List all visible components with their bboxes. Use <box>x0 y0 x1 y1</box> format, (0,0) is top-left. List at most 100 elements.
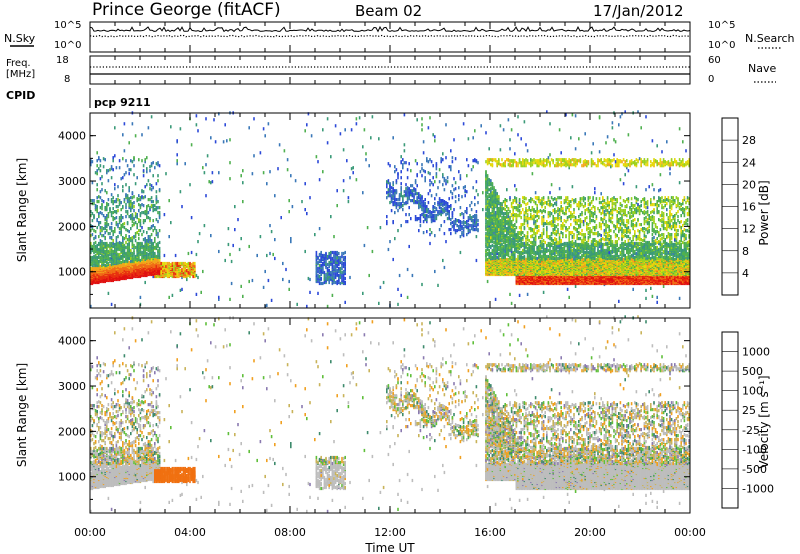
power-cell <box>106 242 108 245</box>
power-cell <box>533 200 535 203</box>
power-cell <box>154 226 156 229</box>
power-cell <box>104 206 106 209</box>
power-cell <box>180 190 182 193</box>
power-cell <box>445 179 447 182</box>
power-cell <box>514 233 516 236</box>
power-cell <box>520 211 522 214</box>
power-cell <box>343 279 345 282</box>
power-cell <box>527 213 529 216</box>
power-cell <box>400 186 402 189</box>
power-cell <box>344 301 346 304</box>
power-cell <box>114 217 116 220</box>
power-cell <box>138 203 140 206</box>
power-cell <box>485 160 487 163</box>
power-cell <box>268 122 270 125</box>
power-cell <box>322 170 324 173</box>
power-cell <box>536 230 538 233</box>
power-cell <box>445 156 447 159</box>
power-cell <box>506 158 508 161</box>
power-cell <box>461 221 463 224</box>
power-cell <box>488 199 490 202</box>
power-cell <box>487 258 489 261</box>
power-cell <box>506 210 508 213</box>
power-cell <box>512 199 514 202</box>
power-cell <box>122 189 124 192</box>
power-cell <box>432 176 434 179</box>
power-cell <box>304 250 306 253</box>
power-cell <box>159 211 161 214</box>
power-cell <box>535 251 537 254</box>
power-cell <box>130 200 132 203</box>
power-cell <box>132 220 134 223</box>
power-cell <box>138 233 140 236</box>
power-cell <box>469 229 471 232</box>
power-cell <box>119 166 121 169</box>
power-cell <box>509 159 511 162</box>
power-cell <box>485 199 487 202</box>
power-cell <box>540 244 542 247</box>
power-cell <box>488 193 490 196</box>
power-cell <box>103 157 105 160</box>
power-cell <box>128 141 130 144</box>
power-cell <box>156 229 158 232</box>
power-cell <box>396 198 398 201</box>
power-cell <box>92 212 94 215</box>
power-cell <box>112 242 114 245</box>
power-cell <box>493 211 495 214</box>
power-cell <box>130 237 132 240</box>
power-cell <box>320 282 322 285</box>
power-cell <box>530 197 532 200</box>
power-cell <box>516 200 518 203</box>
power-cell <box>517 250 519 253</box>
power-cell <box>416 196 418 199</box>
power-cell <box>506 214 508 217</box>
power-cell <box>319 178 321 181</box>
power-cell <box>511 205 513 208</box>
power-cell <box>504 216 506 219</box>
power-cell <box>151 242 153 245</box>
power-cell <box>432 214 434 217</box>
power-cell <box>143 219 145 222</box>
power-cell <box>146 231 148 234</box>
power-cell <box>274 238 276 241</box>
power-cell <box>439 210 441 213</box>
power-cell <box>500 214 502 217</box>
power-cell <box>189 275 191 278</box>
power-cell <box>533 256 535 259</box>
power-cell <box>344 259 346 262</box>
power-cell <box>365 152 367 155</box>
power-cell <box>380 286 382 289</box>
power-cell <box>436 167 438 170</box>
power-cell <box>500 202 502 205</box>
power-cell <box>143 245 145 248</box>
power-cell <box>135 255 137 258</box>
power-cell <box>520 223 522 226</box>
power-cell <box>148 216 150 219</box>
power-cell <box>420 197 422 200</box>
power-cell <box>405 201 407 204</box>
power-cell <box>124 237 126 240</box>
power-cell <box>496 195 498 198</box>
power-cell <box>127 238 129 241</box>
power-cell <box>442 208 444 211</box>
power-cell <box>447 180 449 183</box>
power-cell <box>317 261 319 264</box>
power-cell <box>106 229 108 232</box>
power-cell <box>450 222 452 225</box>
power-cell <box>460 213 462 216</box>
power-cell <box>455 229 457 232</box>
power-cell <box>167 262 169 265</box>
power-cell <box>269 170 271 173</box>
power-cell <box>132 196 134 199</box>
power-cell <box>420 194 422 197</box>
power-cell <box>106 214 108 217</box>
power-cell <box>212 171 214 174</box>
power-cell <box>490 252 492 255</box>
power-cell <box>445 201 447 204</box>
power-cell <box>404 143 406 146</box>
power-cell <box>397 209 399 212</box>
power-cell <box>474 228 476 231</box>
power-cell <box>458 198 460 201</box>
power-cell <box>136 197 138 200</box>
power-cell <box>490 163 492 166</box>
